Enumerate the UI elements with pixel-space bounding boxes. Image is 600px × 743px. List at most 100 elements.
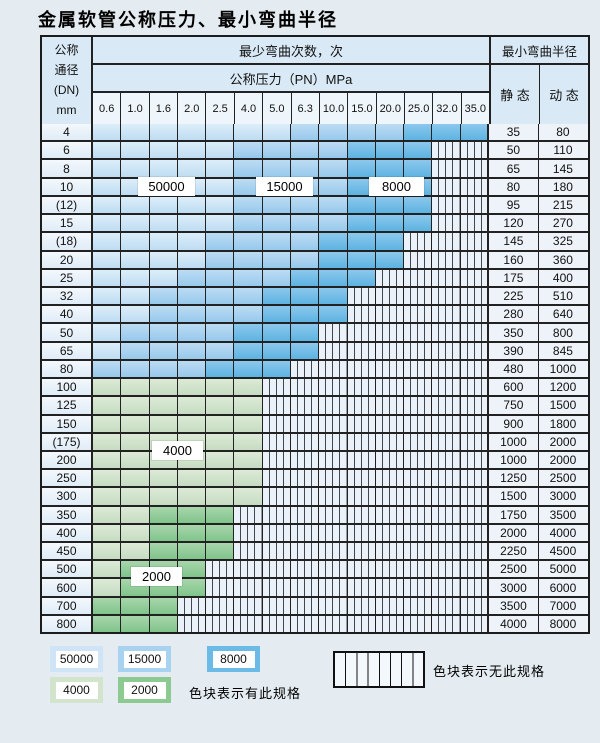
bend-cycles-cell — [177, 269, 207, 286]
no-spec-cell — [460, 433, 489, 450]
bend-cycles-cell — [177, 415, 207, 432]
bend-cycles-cell — [149, 597, 178, 614]
bend-cycles-cell — [262, 360, 291, 378]
no-spec-cell — [375, 506, 405, 523]
no-spec-cell — [347, 579, 376, 596]
dynamic-radius-cell: 8000 — [538, 615, 587, 633]
bend-cycles-cell — [262, 233, 291, 250]
no-spec-cell — [290, 561, 320, 578]
dn-header-line: (DN) — [53, 83, 80, 97]
bend-cycles-cell — [93, 379, 122, 396]
dn-cell: 8 — [42, 160, 93, 177]
no-spec-cell — [375, 543, 405, 560]
legend-swatch: 8000 — [207, 646, 260, 672]
no-spec-cell — [375, 451, 405, 469]
no-spec-cell — [432, 488, 461, 505]
no-spec-cell — [290, 488, 320, 505]
pressure-column-headers: 0.6 1.0 1.6 2.0 2.5 4.0 5.0 6.3 10.0 15.0 20.0 25.0… — [93, 93, 490, 124]
dynamic-radius-cell: 400 — [538, 269, 587, 286]
bend-cycles-cell — [93, 215, 122, 232]
no-spec-cell — [375, 269, 405, 286]
dynamic-radius-cell: 80 — [538, 124, 587, 141]
no-spec-cell — [319, 415, 348, 432]
dynamic-radius-cell: 145 — [538, 160, 587, 177]
no-spec-cell — [460, 251, 489, 268]
table-row: 150 900 1800 — [42, 415, 588, 434]
dynamic-radius-cell: 325 — [538, 233, 587, 250]
bend-cycles-cell — [93, 124, 122, 141]
bend-cycles-cell — [177, 506, 207, 523]
legend-no-spec-text: 色块表示无此规格 — [433, 664, 546, 679]
no-spec-cell — [262, 451, 291, 469]
bend-cycles-cell — [404, 142, 433, 159]
no-spec-cell — [404, 379, 433, 396]
bend-cycles-cell — [93, 196, 122, 214]
bend-cycles-cell — [234, 215, 263, 232]
no-spec-cell — [375, 488, 405, 505]
dynamic-header: 动 态 — [540, 65, 588, 124]
dynamic-radius-cell: 180 — [538, 178, 587, 195]
no-spec-cell — [319, 579, 348, 596]
bend-cycles-cell — [234, 287, 263, 305]
table-row: 15 120 270 — [42, 215, 588, 234]
no-spec-cell — [290, 415, 320, 432]
no-spec-cell — [460, 379, 489, 396]
no-spec-cell — [404, 433, 433, 450]
bend-cycles-cell — [93, 342, 122, 359]
static-radius-cell: 900 — [488, 415, 539, 432]
static-radius-cell: 350 — [488, 324, 539, 341]
bend-cycles-cell — [177, 561, 207, 578]
bend-cycles-cell — [234, 142, 263, 159]
legend-has-spec-text: 色块表示有此规格 — [189, 686, 302, 701]
no-spec-cell — [404, 306, 433, 323]
bend-cycles-cell — [177, 324, 207, 341]
table-row: 80 480 1000 — [42, 360, 588, 380]
dn-cell: 150 — [42, 415, 93, 432]
no-spec-cell — [404, 579, 433, 596]
bend-cycles-cell — [121, 597, 150, 614]
no-spec-cell — [234, 579, 263, 596]
no-spec-cell — [375, 397, 405, 414]
dynamic-radius-cell: 215 — [538, 196, 587, 214]
table-header: 公称 通径 (DN) mm 最少弯曲次数，次 公称压力（PN）MPa 0.6 1.0 1.… — [42, 37, 588, 124]
bend-cycles-cell — [375, 142, 405, 159]
no-spec-cell — [432, 287, 461, 305]
bend-cycles-cell — [93, 543, 122, 560]
no-spec-cell — [404, 543, 433, 560]
static-radius-cell: 4000 — [488, 615, 539, 633]
no-spec-cell — [347, 470, 376, 487]
bend-cycles-cell — [404, 215, 433, 232]
bend-cycles-cell — [206, 269, 235, 286]
bend-cycles-cell — [121, 397, 150, 414]
no-spec-cell — [460, 415, 489, 432]
no-spec-cell — [262, 433, 291, 450]
no-spec-cell — [432, 615, 461, 633]
no-spec-cell — [404, 233, 433, 250]
dynamic-radius-cell: 2000 — [538, 433, 587, 450]
bend-cycles-cell — [347, 233, 376, 250]
static-radius-cell: 35 — [488, 124, 539, 141]
no-spec-cell — [319, 451, 348, 469]
dn-cell: 65 — [42, 342, 93, 359]
zone-label: 2000 — [131, 567, 182, 586]
static-radius-cell: 80 — [488, 178, 539, 195]
static-radius-cell: 120 — [488, 215, 539, 232]
no-spec-cell — [262, 415, 291, 432]
bend-cycles-cell — [177, 524, 207, 542]
static-radius-cell: 1250 — [488, 470, 539, 487]
no-spec-cell — [206, 579, 235, 596]
bend-cycles-cell — [319, 233, 348, 250]
bend-cycles-cell — [177, 470, 207, 487]
bend-cycles-cell — [93, 488, 122, 505]
bend-cycles-cell — [206, 215, 235, 232]
bend-cycles-cell — [121, 233, 150, 250]
bend-cycles-cell — [234, 397, 263, 414]
no-spec-cell — [347, 397, 376, 414]
table-row: 50 350 800 — [42, 324, 588, 343]
pressure-col-header: 1.6 — [149, 93, 179, 124]
bend-cycles-cell — [262, 342, 291, 359]
no-spec-cell — [375, 324, 405, 341]
zone-label: 50000 — [138, 177, 195, 196]
bend-cycles-cell — [262, 269, 291, 286]
table-row: 200 1000 2000 — [42, 451, 588, 471]
